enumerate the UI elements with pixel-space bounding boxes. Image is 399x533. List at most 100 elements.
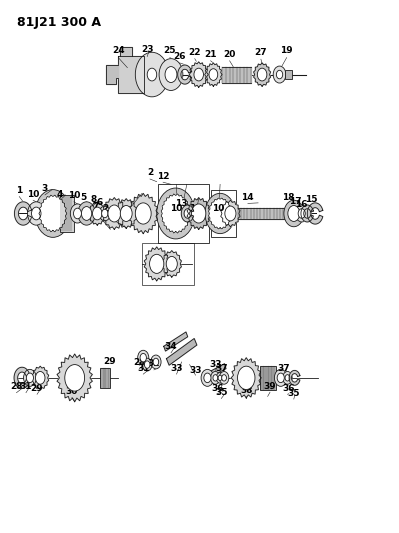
Text: 30: 30	[66, 387, 78, 396]
Circle shape	[218, 375, 222, 381]
Circle shape	[120, 206, 132, 221]
Circle shape	[273, 66, 286, 83]
Circle shape	[213, 375, 218, 381]
Text: 27: 27	[255, 48, 267, 57]
Circle shape	[81, 207, 92, 220]
Text: 28: 28	[133, 358, 146, 367]
Polygon shape	[254, 63, 271, 86]
Text: 37: 37	[215, 364, 227, 373]
Circle shape	[99, 206, 111, 221]
Circle shape	[159, 59, 183, 91]
Circle shape	[165, 67, 177, 83]
Circle shape	[211, 372, 220, 384]
Circle shape	[225, 206, 236, 221]
Circle shape	[28, 202, 45, 225]
Text: 18: 18	[282, 193, 295, 202]
Text: 22: 22	[188, 47, 201, 56]
Circle shape	[108, 205, 120, 222]
Text: 10: 10	[212, 205, 225, 214]
Circle shape	[150, 254, 164, 273]
Circle shape	[275, 369, 287, 386]
Circle shape	[222, 375, 227, 381]
Circle shape	[257, 68, 267, 81]
Text: 32: 32	[148, 359, 160, 368]
Polygon shape	[32, 366, 49, 390]
Text: 6: 6	[97, 198, 103, 207]
Circle shape	[78, 202, 95, 225]
Text: 8: 8	[90, 195, 97, 204]
Bar	[142, 243, 194, 285]
Text: 31: 31	[20, 382, 32, 391]
Text: 5: 5	[81, 193, 87, 202]
Polygon shape	[301, 205, 313, 222]
Circle shape	[205, 193, 235, 233]
Text: 4: 4	[57, 190, 63, 199]
Text: 10: 10	[27, 190, 39, 199]
Polygon shape	[14, 367, 30, 389]
Text: 2: 2	[147, 168, 153, 177]
Polygon shape	[205, 63, 222, 86]
Text: 35: 35	[288, 389, 300, 398]
Circle shape	[209, 69, 218, 80]
Polygon shape	[181, 205, 194, 222]
Circle shape	[26, 373, 34, 383]
Text: 10: 10	[170, 205, 182, 214]
Text: 15: 15	[305, 195, 318, 204]
Circle shape	[295, 205, 308, 222]
Polygon shape	[178, 65, 192, 84]
Circle shape	[70, 204, 85, 223]
Circle shape	[204, 373, 211, 383]
Polygon shape	[231, 358, 261, 398]
Circle shape	[65, 365, 85, 391]
Circle shape	[277, 70, 283, 79]
Polygon shape	[39, 195, 67, 232]
Text: 12: 12	[157, 172, 169, 181]
Circle shape	[24, 369, 36, 386]
Text: 81J21 300 A: 81J21 300 A	[17, 16, 101, 29]
Bar	[60, 195, 74, 232]
Circle shape	[201, 369, 214, 386]
Text: 7: 7	[93, 202, 99, 211]
Text: 36: 36	[211, 384, 223, 393]
Polygon shape	[107, 65, 118, 84]
Circle shape	[138, 350, 149, 365]
Polygon shape	[164, 332, 188, 351]
Polygon shape	[89, 202, 106, 225]
Text: 13: 13	[176, 199, 188, 208]
Text: 10: 10	[68, 191, 80, 200]
Text: 33: 33	[170, 364, 183, 373]
Polygon shape	[221, 200, 240, 227]
Circle shape	[102, 209, 108, 217]
Circle shape	[288, 206, 300, 221]
Circle shape	[36, 372, 45, 384]
Text: 23: 23	[141, 45, 154, 54]
Circle shape	[32, 207, 41, 220]
Text: 17: 17	[289, 197, 302, 206]
Circle shape	[135, 203, 151, 224]
Polygon shape	[118, 56, 144, 93]
Polygon shape	[187, 198, 210, 229]
Circle shape	[157, 188, 195, 239]
Circle shape	[192, 204, 206, 223]
Polygon shape	[103, 198, 126, 229]
Circle shape	[216, 373, 224, 383]
Text: 39: 39	[264, 382, 277, 391]
Text: 2: 2	[102, 205, 108, 214]
Polygon shape	[57, 354, 92, 402]
Polygon shape	[211, 364, 226, 376]
Circle shape	[153, 358, 159, 366]
Circle shape	[147, 68, 157, 81]
Circle shape	[194, 68, 203, 81]
Polygon shape	[166, 338, 197, 365]
Polygon shape	[115, 199, 137, 228]
Text: 19: 19	[280, 46, 293, 55]
Circle shape	[285, 375, 290, 381]
Text: 33: 33	[189, 366, 202, 375]
Text: 38: 38	[240, 386, 253, 395]
Text: 24: 24	[112, 46, 124, 55]
Polygon shape	[189, 62, 208, 87]
Circle shape	[283, 372, 292, 384]
Circle shape	[219, 372, 229, 384]
Polygon shape	[128, 193, 158, 233]
Text: 20: 20	[223, 50, 236, 59]
